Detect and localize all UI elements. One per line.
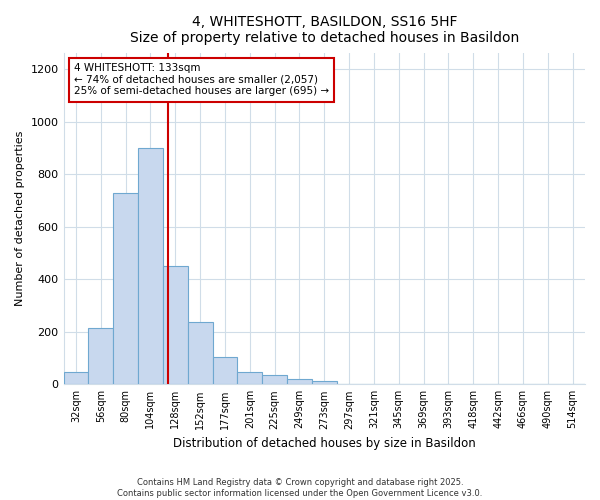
Bar [287, 379, 312, 384]
Bar [113, 192, 138, 384]
Bar [212, 357, 238, 384]
Bar [163, 266, 188, 384]
Bar [238, 372, 262, 384]
Title: 4, WHITESHOTT, BASILDON, SS16 5HF
Size of property relative to detached houses i: 4, WHITESHOTT, BASILDON, SS16 5HF Size o… [130, 15, 519, 45]
Bar [138, 148, 163, 384]
X-axis label: Distribution of detached houses by size in Basildon: Distribution of detached houses by size … [173, 437, 476, 450]
Text: Contains HM Land Registry data © Crown copyright and database right 2025.
Contai: Contains HM Land Registry data © Crown c… [118, 478, 482, 498]
Bar [88, 328, 113, 384]
Bar [262, 374, 287, 384]
Bar [64, 372, 88, 384]
Y-axis label: Number of detached properties: Number of detached properties [15, 131, 25, 306]
Text: 4 WHITESHOTT: 133sqm
← 74% of detached houses are smaller (2,057)
25% of semi-de: 4 WHITESHOTT: 133sqm ← 74% of detached h… [74, 63, 329, 96]
Bar [312, 381, 337, 384]
Bar [188, 322, 212, 384]
